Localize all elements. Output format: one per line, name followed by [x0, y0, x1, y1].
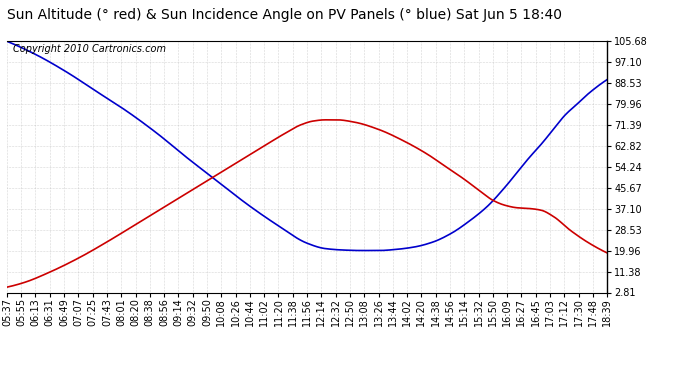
- Text: Copyright 2010 Cartronics.com: Copyright 2010 Cartronics.com: [13, 44, 166, 54]
- Text: Sun Altitude (° red) & Sun Incidence Angle on PV Panels (° blue) Sat Jun 5 18:40: Sun Altitude (° red) & Sun Incidence Ang…: [7, 8, 562, 21]
